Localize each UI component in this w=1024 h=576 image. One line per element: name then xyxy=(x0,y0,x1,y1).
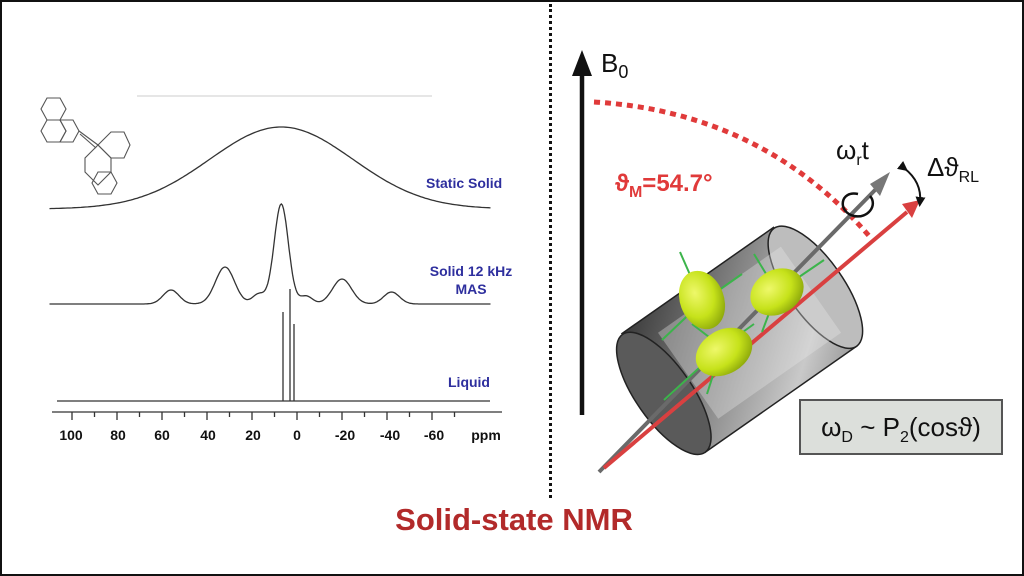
tick-label: 40 xyxy=(200,427,216,443)
static-solid-spectrum xyxy=(49,126,491,210)
mas-label-line1: Solid 12 kHz xyxy=(429,263,513,279)
panel-divider xyxy=(549,4,552,498)
mas-label-line2: MAS xyxy=(455,281,487,297)
tick-label: -40 xyxy=(379,427,401,443)
magic-angle-arc xyxy=(593,99,872,239)
formula-tail: (cosϑ) xyxy=(908,412,981,442)
theta-symbol: ϑ xyxy=(615,170,629,197)
dipolar-formula-box: ωD ~ P2(cosϑ) xyxy=(799,399,1003,455)
b0-label: B0 xyxy=(601,48,628,83)
omega-symbol: ω xyxy=(836,135,857,165)
molecule-structure-icon xyxy=(40,97,131,195)
ppm-axis xyxy=(52,411,502,420)
magic-angle-value: =54.7° xyxy=(642,170,713,197)
nmr-spectra-panel xyxy=(40,95,502,420)
omega-r-t-label: ωrt xyxy=(836,135,869,170)
delta-theta-label: ΔϑRL xyxy=(927,152,979,187)
delta-theta-symbol: Δϑ xyxy=(927,152,959,182)
omega-suffix: t xyxy=(861,135,869,165)
theta-subscript: M xyxy=(628,183,643,201)
rotor-diagram xyxy=(572,50,926,474)
delta-theta-subscript: RL xyxy=(958,169,980,187)
b0-arrow xyxy=(572,50,592,415)
tick-label: 100 xyxy=(59,427,83,443)
liquid-spectrum xyxy=(57,289,490,402)
ellipsoid-tensors xyxy=(678,268,804,377)
formula-subscript-d: D xyxy=(841,429,853,447)
ppm-unit-label: ppm xyxy=(471,427,501,443)
tick-label: -60 xyxy=(423,427,445,443)
page-title: Solid-state NMR xyxy=(395,502,633,537)
tick-label: 80 xyxy=(110,427,126,443)
tick-label: 0 xyxy=(293,427,301,443)
tick-label: 20 xyxy=(245,427,261,443)
formula-subscript-2: 2 xyxy=(899,429,909,447)
b0-subscript: 0 xyxy=(618,62,629,83)
b0-symbol: B xyxy=(601,48,619,78)
mas-label: Solid 12 kHz MAS xyxy=(426,262,516,298)
delta-angle-arc-icon xyxy=(896,160,926,207)
mas-spectrum xyxy=(49,203,491,305)
rotor-axis-arrowhead xyxy=(870,172,890,196)
red-frame-arrow xyxy=(602,210,909,470)
formula-omega: ω xyxy=(821,412,842,442)
liquid-label: Liquid xyxy=(448,374,490,390)
omega-subscript: r xyxy=(856,152,862,170)
tick-label: 60 xyxy=(154,427,170,443)
magic-angle-label: ϑM=54.7° xyxy=(615,170,713,202)
spin-rotation-arrow-icon xyxy=(841,192,875,218)
formula-p: ~ P xyxy=(852,412,900,442)
tick-label: -20 xyxy=(334,427,356,443)
static-solid-label: Static Solid xyxy=(426,175,503,191)
